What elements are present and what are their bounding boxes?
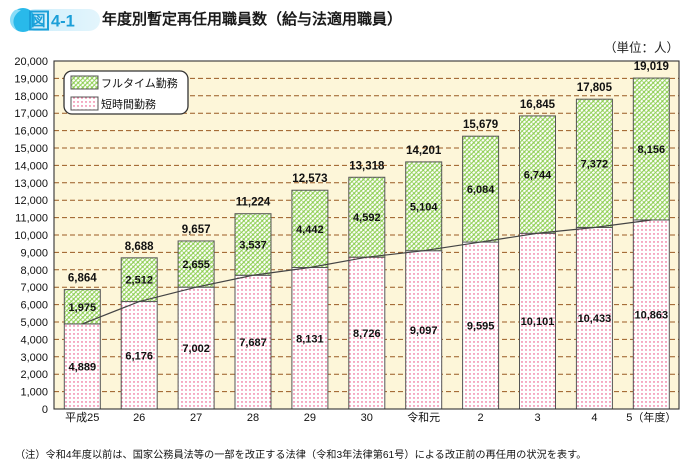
svg-text:13,318: 13,318 — [349, 160, 385, 172]
svg-text:短時間勤務: 短時間勤務 — [101, 97, 156, 111]
svg-text:16,845: 16,845 — [520, 99, 556, 111]
svg-text:10,101: 10,101 — [521, 316, 555, 328]
svg-text:0: 0 — [42, 404, 48, 416]
svg-text:15,000: 15,000 — [14, 143, 48, 155]
svg-text:3,537: 3,537 — [239, 239, 267, 251]
svg-text:2,512: 2,512 — [125, 275, 153, 287]
svg-text:9,000: 9,000 — [20, 247, 48, 259]
svg-text:6,084: 6,084 — [467, 184, 495, 196]
svg-text:13,000: 13,000 — [14, 178, 48, 190]
svg-text:4,889: 4,889 — [69, 361, 97, 373]
svg-text:10,863: 10,863 — [634, 309, 668, 321]
svg-text:9,595: 9,595 — [467, 321, 495, 333]
svg-text:27: 27 — [190, 412, 202, 424]
svg-text:17,805: 17,805 — [577, 82, 613, 94]
svg-text:28: 28 — [247, 412, 259, 424]
svg-text:7,687: 7,687 — [239, 337, 267, 349]
svg-text:19,000: 19,000 — [14, 73, 48, 85]
svg-text:4,442: 4,442 — [296, 224, 324, 236]
svg-text:29: 29 — [304, 412, 316, 424]
svg-text:8,000: 8,000 — [20, 265, 48, 277]
svg-text:2: 2 — [478, 412, 484, 424]
svg-text:7,000: 7,000 — [20, 282, 48, 294]
svg-text:9,097: 9,097 — [410, 325, 438, 337]
svg-text:7,002: 7,002 — [182, 343, 210, 355]
svg-text:4,000: 4,000 — [20, 334, 48, 346]
svg-text:17,000: 17,000 — [14, 108, 48, 120]
svg-text:16,000: 16,000 — [14, 126, 48, 138]
svg-text:15,679: 15,679 — [463, 119, 498, 131]
svg-text:1,000: 1,000 — [20, 387, 48, 399]
svg-text:11,000: 11,000 — [15, 213, 48, 225]
svg-text:30: 30 — [361, 412, 373, 424]
svg-text:5（年度）: 5（年度） — [626, 410, 676, 424]
svg-text:令和元: 令和元 — [407, 410, 440, 424]
svg-text:4,592: 4,592 — [353, 212, 381, 224]
svg-text:14,000: 14,000 — [14, 160, 48, 172]
svg-text:8,688: 8,688 — [125, 241, 154, 253]
svg-text:3,000: 3,000 — [20, 352, 48, 364]
svg-text:7,372: 7,372 — [581, 158, 609, 170]
svg-text:8,131: 8,131 — [296, 333, 324, 345]
svg-text:4: 4 — [591, 412, 597, 424]
svg-text:1,975: 1,975 — [69, 302, 97, 314]
svg-text:6,864: 6,864 — [68, 273, 97, 285]
svg-text:6,000: 6,000 — [20, 300, 48, 312]
svg-text:2,655: 2,655 — [182, 259, 210, 271]
svg-text:2,000: 2,000 — [20, 369, 48, 381]
svg-text:平成25: 平成25 — [65, 411, 99, 424]
svg-text:5,000: 5,000 — [20, 317, 48, 329]
svg-text:6,176: 6,176 — [125, 350, 153, 362]
svg-text:14,201: 14,201 — [406, 145, 442, 157]
svg-text:フルタイム勤務: フルタイム勤務 — [101, 76, 178, 90]
svg-text:6,744: 6,744 — [524, 170, 552, 182]
svg-text:5,104: 5,104 — [410, 201, 438, 213]
svg-text:20,000: 20,000 — [14, 56, 48, 68]
svg-text:9,657: 9,657 — [182, 224, 211, 236]
svg-text:12,000: 12,000 — [14, 195, 48, 207]
svg-text:3: 3 — [534, 412, 540, 424]
svg-text:10,000: 10,000 — [14, 230, 48, 242]
svg-text:26: 26 — [133, 412, 145, 424]
svg-text:11,224: 11,224 — [236, 197, 271, 209]
svg-text:18,000: 18,000 — [14, 91, 48, 103]
svg-text:12,573: 12,573 — [292, 173, 327, 185]
svg-text:19,019: 19,019 — [634, 61, 669, 73]
svg-text:8,156: 8,156 — [638, 144, 666, 156]
svg-text:8,726: 8,726 — [353, 328, 381, 340]
svg-text:10,433: 10,433 — [578, 313, 612, 325]
